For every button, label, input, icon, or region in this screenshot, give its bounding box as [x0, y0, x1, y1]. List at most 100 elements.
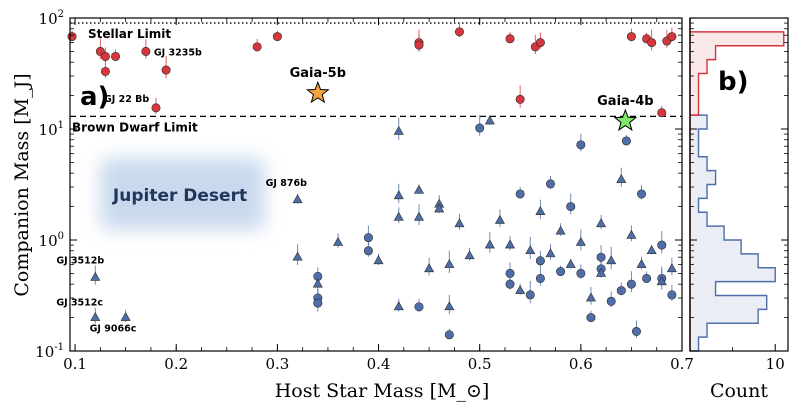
x-tick-label: 0.3	[265, 355, 289, 373]
brown-dwarf-point	[535, 38, 545, 48]
gaia-5b-label: Gaia-5b	[290, 66, 346, 81]
planet-triangle-point	[656, 276, 667, 286]
planet-circle-point	[505, 279, 515, 289]
point-label: GJ 22 Bb	[104, 94, 149, 105]
planet-circle-point	[616, 286, 626, 296]
planet-triangle-point	[484, 115, 495, 125]
planet-circle-point	[525, 290, 535, 300]
planet-triangle-point	[555, 225, 566, 235]
planet-circle-point	[606, 296, 616, 306]
planet-circle-point	[313, 298, 323, 308]
jupiter-desert-region	[100, 158, 265, 230]
planet-triangle-point	[413, 184, 425, 194]
planet-circle-point	[444, 330, 454, 340]
y-axis-label: Companion Mass [M_J]	[11, 73, 33, 296]
planet-triangle-point	[464, 250, 475, 260]
point-label: GJ 9066c	[90, 324, 137, 335]
planet-triangle-point	[505, 239, 516, 249]
planet-triangle-point	[525, 245, 536, 255]
planet-triangle-point	[444, 259, 455, 268]
planet-circle-point	[576, 140, 586, 150]
brown-dwarf-point	[667, 32, 677, 42]
scatter-frame	[69, 17, 683, 352]
planet-circle-point	[475, 123, 485, 133]
planet-triangle-point	[454, 218, 465, 228]
planet-triangle-point	[596, 218, 607, 228]
y-tick-label: 101	[39, 120, 64, 139]
planet-triangle-point	[596, 267, 607, 277]
planet-triangle-point	[565, 259, 576, 268]
planet-triangle-point	[626, 229, 637, 239]
planet-triangle-point	[434, 203, 445, 213]
planet-triangle-point	[90, 311, 101, 321]
planet-circle-point	[631, 326, 641, 336]
brown-dwarf-point	[100, 66, 110, 76]
point-label: GJ 3512b	[56, 255, 104, 266]
planet-triangle-point	[515, 284, 526, 294]
brown-dwarf-point	[141, 46, 151, 56]
gaia-4b-label: Gaia-4b	[597, 94, 653, 109]
planet-triangle-point	[312, 278, 323, 288]
planet-circle-point	[566, 202, 576, 212]
y-tick-label: 10-1	[35, 342, 64, 361]
planet-circle-point	[535, 256, 545, 266]
planet-circle-point	[515, 189, 525, 199]
planet-triangle-point	[636, 259, 647, 268]
brown-dwarf-point	[252, 42, 262, 52]
brown-dwarf-point	[505, 34, 515, 44]
planet-circle-point	[576, 268, 586, 278]
planet-triangle-point	[333, 236, 344, 246]
planet-circle-point	[626, 279, 636, 289]
brown-dwarf-point	[454, 27, 464, 37]
histogram-x-label: Count	[710, 380, 768, 402]
planet-circle-point	[621, 136, 631, 146]
planet-triangle-point	[393, 301, 404, 311]
brown-dwarf-point	[626, 32, 636, 42]
brown-dwarf-point	[161, 65, 171, 75]
histogram-frame	[689, 17, 789, 352]
planet-circle-point	[556, 267, 566, 277]
planet-circle-point	[596, 252, 606, 262]
planet-triangle-point	[373, 255, 384, 265]
gaia-5b-star	[306, 80, 330, 104]
planet-triangle-point	[413, 211, 425, 221]
brown-dwarf-point	[272, 32, 282, 42]
planet-triangle-point	[545, 248, 556, 258]
brown-dwarf-point	[151, 103, 161, 113]
planet-circle-point	[657, 240, 667, 250]
x-tick-label: 0.2	[164, 355, 188, 373]
planet-triangle-point	[666, 263, 677, 273]
point-label: GJ 876b	[266, 178, 307, 189]
x-tick-label: 0.1	[63, 355, 87, 373]
jupiter-desert-label: Jupiter Desert	[112, 186, 247, 206]
brown-dwarf-point	[414, 40, 424, 50]
planet-circle-point	[363, 246, 373, 256]
brown-dwarf-limit-label: Brown Dwarf Limit	[72, 120, 198, 134]
x-tick-label: 0.6	[569, 355, 593, 373]
planet-circle-point	[667, 290, 677, 300]
brown-dwarf-point	[657, 108, 667, 118]
planet-circle-point	[414, 302, 424, 312]
planet-triangle-point	[606, 255, 617, 265]
planet-triangle-point	[393, 125, 404, 135]
x-tick-label: 0.5	[468, 355, 492, 373]
planet-triangle-point	[393, 190, 404, 200]
planet-triangle-point	[292, 194, 303, 204]
planet-triangle-point	[494, 214, 505, 224]
brown-dwarf-point	[100, 51, 110, 61]
planet-triangle-point	[575, 236, 586, 246]
planet-triangle-point	[444, 301, 455, 311]
point-label: GJ 3512c	[56, 298, 103, 309]
planet-circle-point	[586, 313, 596, 323]
planet-triangle-point	[535, 206, 546, 215]
y-tick-label: 102	[39, 9, 64, 28]
y-tick-label: 100	[39, 231, 64, 250]
brown-dwarf-point	[647, 38, 657, 48]
planet-triangle-point	[120, 311, 131, 321]
planet-circle-point	[545, 179, 555, 189]
planet-circle-point	[637, 189, 647, 199]
histogram-panel: 10 b) Count	[689, 17, 789, 402]
planet-triangle-point	[90, 271, 101, 281]
planet-triangle-point	[585, 292, 596, 302]
